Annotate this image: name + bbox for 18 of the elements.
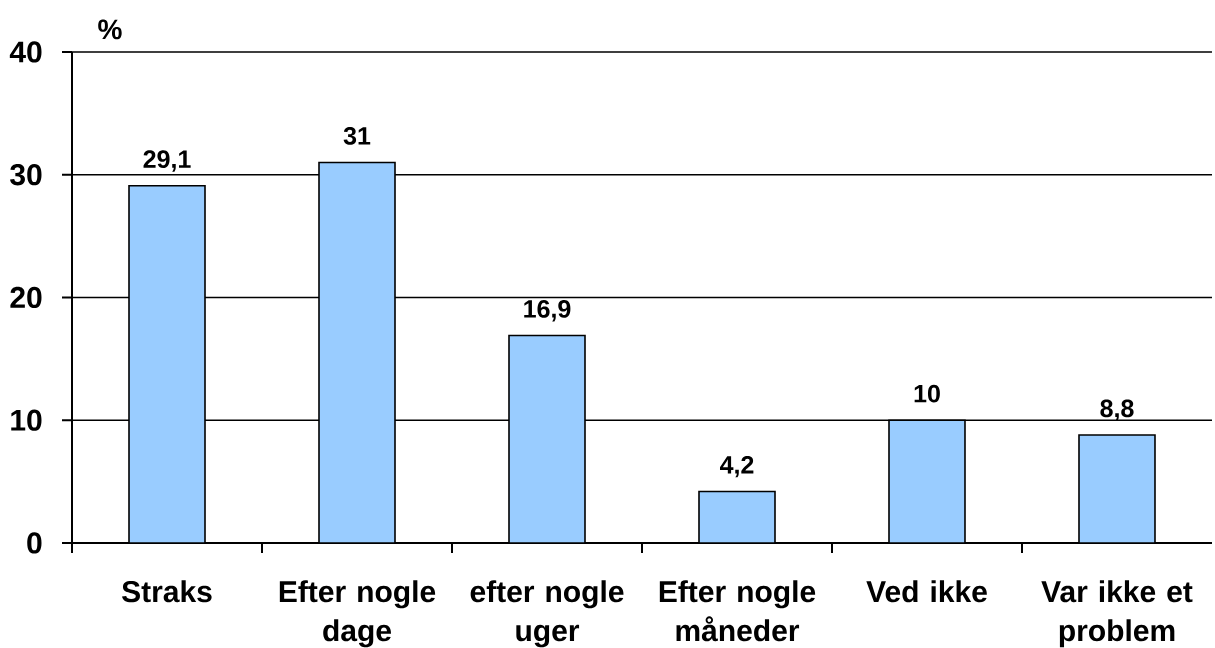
- y-tick-label: 20: [10, 286, 42, 309]
- x-tick-label: Straks: [122, 580, 212, 603]
- data-label: 16,9: [524, 300, 571, 322]
- x-tick-label: Efter nogle dage: [279, 580, 436, 648]
- x-tick-label: Ved ikke: [866, 580, 987, 603]
- data-label: 8,8: [1100, 399, 1134, 421]
- y-tick-label: 30: [10, 164, 42, 186]
- x-tick-label: Efter nogle måneder: [659, 580, 816, 642]
- x-tick-label: efter nogle uger: [470, 580, 624, 648]
- data-label: 4,2: [720, 455, 754, 478]
- y-tick-label: 10: [11, 409, 42, 431]
- data-label: 29,1: [143, 150, 191, 172]
- y-tick-label: 0: [27, 532, 42, 554]
- y-axis-title: %: [98, 19, 122, 40]
- data-label: 10: [914, 384, 940, 403]
- x-tick-label: Var ikke et problem: [1041, 580, 1193, 648]
- data-label: 31: [343, 127, 371, 145]
- y-tick-label: 40: [9, 41, 42, 63]
